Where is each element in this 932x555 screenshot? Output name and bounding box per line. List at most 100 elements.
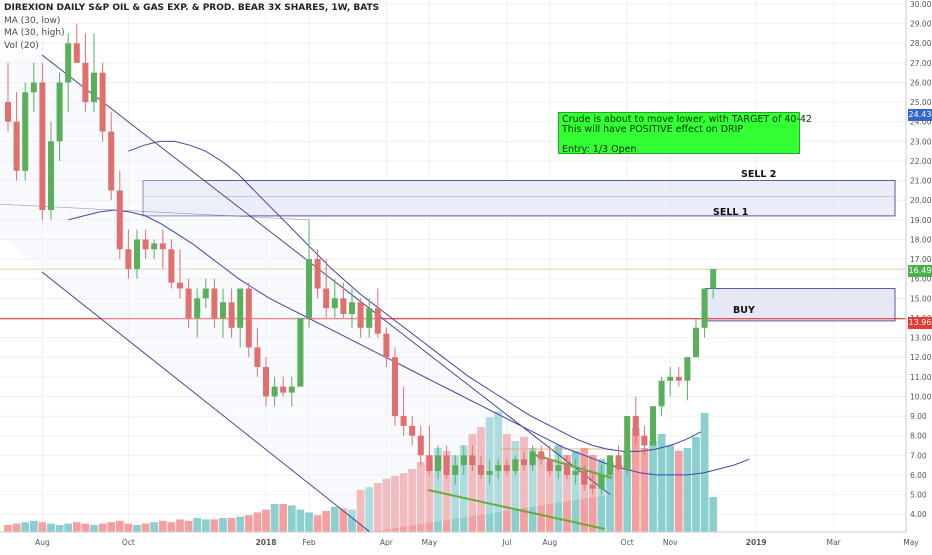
price-tick-label: 27.00 [910,59,932,68]
volume-bar [657,434,666,532]
chart-legend: DIREXION DAILY S&P OIL & GAS EXP. & PROD… [4,2,379,52]
candle-body [237,288,244,328]
candle-body [589,484,596,489]
note-line-2: This will have POSITIVE effect on DRIP [562,124,744,135]
price-tick-label: 20.00 [910,196,932,205]
legend-volume: Vol (20) [4,40,39,51]
price-tag-upper: 24.43 [908,109,932,121]
candle-body [99,72,106,132]
legend-ma-low: MA (30, low) [4,15,61,26]
volume-bar [537,455,546,532]
volume-bar [107,522,116,532]
volume-bar [4,525,12,532]
candle-body [374,308,381,334]
candle-body [581,471,588,485]
volume-bar [348,509,356,532]
time-tick-label: 2019 [746,538,767,547]
candle-body [563,465,571,475]
volume-bar [502,434,511,532]
volume-bar [373,483,382,532]
candle-body [30,82,37,93]
candle-body [606,455,614,475]
candle-body [108,131,115,191]
volume-bar [597,459,606,532]
volume-bar [38,522,47,532]
price-tick-label: 7.00 [910,451,927,460]
volume-bar [244,515,253,532]
volume-bar [90,525,98,532]
candle-body [357,302,364,328]
price-tick-label: 13.00 [910,334,932,343]
volume-bar [623,450,632,532]
candle-body [90,72,98,103]
volume-bar [416,462,425,532]
candle-body [383,333,390,358]
candle-body [323,288,330,309]
candle-body [538,451,545,460]
candle-body [555,465,562,472]
volume-bar [201,519,210,532]
volume-bar [451,455,460,532]
volume-bar [614,464,623,532]
volume-bar [563,455,571,532]
volume-bar [425,455,434,532]
volume-bar [72,522,81,532]
price-tick-label: 6.00 [910,471,927,480]
candle-body [4,102,12,122]
candle-body [520,459,528,466]
candle-body [658,380,665,407]
volume-bar [227,518,236,532]
candle-body [615,455,622,470]
candle-body [314,259,321,289]
green-trendline-upper [534,454,613,479]
volume-bar [709,497,718,532]
candle-body [477,465,485,475]
volume-bar [631,428,640,532]
volume-bar [296,509,305,532]
volume-bar [141,523,150,532]
volume-bar [339,508,348,532]
volume-bar [468,434,477,532]
candle-body [675,376,682,381]
volume-bar [313,515,322,532]
volume-bar [408,469,417,532]
time-tick-label: 2018 [256,538,277,547]
price-tick-label: 28.00 [910,39,932,48]
volume-bar [184,520,193,532]
annotation-note: Crude is about to move lower, with TARGE… [558,112,812,155]
volume-bar [528,448,537,532]
price-tick-label: 22.00 [910,157,932,166]
time-tick-label: Oct [122,538,135,547]
symbol-title: DIREXION DAILY S&P OIL & GAS EXP. & PROD… [4,3,380,13]
volume-bar [442,450,451,532]
candle-body [305,259,313,318]
price-tick-label: 18.00 [910,235,932,244]
sell-1-label: SELL 1 [713,207,749,218]
volume-bar [287,505,296,532]
time-tick-label: Oct [621,538,634,547]
price-tick-label: 4.00 [910,510,927,519]
candle-body [280,386,287,393]
volume-bar [270,504,279,532]
volume-bar [322,511,331,532]
candle-body [254,347,261,368]
volume-bar [236,516,245,532]
candle-body [400,416,407,426]
ma-30-high-line [128,140,702,452]
price-tick-label: 25.00 [910,98,932,107]
price-tick-label: 30.00 [910,0,932,9]
price-tick-label: 9.00 [910,412,927,421]
candle-body [701,288,708,328]
price-tick-label: 29.00 [910,20,932,29]
volume-bar [434,448,442,532]
volume-bar [21,522,30,532]
candle-body [65,43,72,83]
price-tag-support: 13.96 [908,317,932,329]
volume-bar [382,478,391,532]
candle-body [288,386,295,393]
volume-bar [47,523,55,532]
volume-bar [606,462,614,532]
volume-bar [253,512,262,532]
candle-body [529,451,536,466]
